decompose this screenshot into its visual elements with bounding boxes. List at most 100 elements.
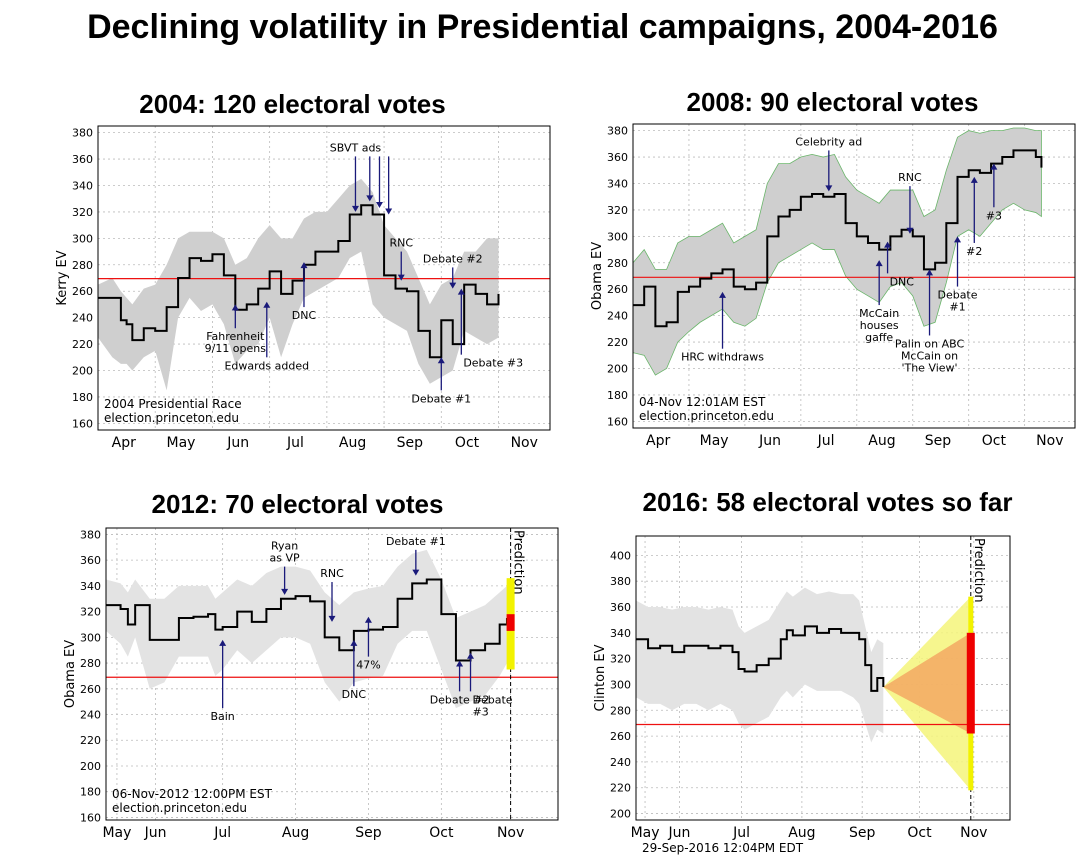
main-title: Declining volatility in Presidential cam… — [87, 8, 998, 46]
y-tick-label: 240 — [610, 756, 631, 769]
y-tick-label: 340 — [72, 179, 93, 192]
annotation-arrowhead — [263, 301, 271, 308]
annotation-arrowhead — [366, 195, 374, 202]
y-tick-label: 160 — [72, 417, 93, 430]
annotation-label: Edwards added — [224, 359, 309, 372]
x-tick-label: Oct — [907, 825, 932, 841]
annotation-label: DNC — [890, 275, 915, 288]
annotation-label: #2 — [966, 245, 982, 258]
y-tick-label: 260 — [80, 683, 101, 696]
chart-2016: 200 220 240 260 280 300 320 340 360 380 400 May Jun J… — [593, 535, 1011, 855]
annotation-arrowhead — [875, 260, 883, 267]
y-axis-label: Clinton EV — [593, 644, 608, 711]
x-tick-label: Jul — [817, 433, 835, 449]
annotation-arrowhead — [328, 615, 336, 622]
x-tick-label: Nov — [511, 435, 538, 451]
annotation-arrowhead — [385, 208, 393, 215]
annotation-label: Palin on ABC — [895, 337, 965, 350]
annotation-arrowhead — [350, 639, 358, 646]
panel-title-2012: 2012: 70 electoral votes — [151, 489, 444, 519]
x-tick-label: Sep — [397, 435, 424, 451]
annotation-label: 'The View' — [901, 361, 957, 374]
y-tick-label: 380 — [80, 528, 101, 541]
confidence-band — [106, 549, 507, 709]
prediction-label: Prediction — [511, 530, 526, 595]
annotation-label: Ryan — [271, 540, 298, 553]
y-tick-label: 300 — [80, 631, 101, 644]
y-tick-label: 280 — [607, 257, 628, 270]
x-tick-label: May — [166, 435, 195, 451]
y-tick-label: 280 — [80, 657, 101, 670]
y-tick-label: 240 — [72, 312, 93, 325]
annotation-arrowhead — [906, 227, 914, 234]
y-tick-label: 280 — [610, 704, 631, 717]
x-tick-label: Jun — [667, 825, 690, 841]
x-tick-label: Jun — [144, 825, 167, 841]
annotation-label: Debate #1 — [411, 392, 471, 405]
y-tick-label: 320 — [72, 206, 93, 219]
y-tick-label: 160 — [80, 811, 101, 824]
y-tick-label: 260 — [607, 283, 628, 296]
annotation-label: Celebrity ad — [795, 135, 862, 148]
x-tick-label: May — [102, 825, 131, 841]
median-line — [98, 204, 500, 359]
annotation-arrowhead — [437, 357, 445, 364]
annotation-arrowhead — [375, 201, 383, 208]
annotation-label: McCain — [859, 307, 899, 320]
y-tick-label: 360 — [610, 601, 631, 614]
y-tick-label: 280 — [72, 259, 93, 272]
x-tick-label: Oct — [455, 435, 480, 451]
annotation-label: Bain — [210, 710, 234, 723]
y-tick-label: 220 — [610, 782, 631, 795]
y-tick-label: 400 — [610, 549, 631, 562]
annotation-arrowhead — [884, 241, 892, 248]
x-tick-label: Jun — [758, 433, 781, 449]
annotation-label: SBVT ads — [330, 141, 382, 154]
x-tick-label: May — [631, 825, 660, 841]
prediction-core — [506, 614, 515, 631]
corner-text: 2004 Presidential Race — [104, 397, 242, 411]
y-tick-label: 200 — [610, 808, 631, 821]
y-axis-label: Obama EV — [590, 242, 605, 310]
annotation-arrowhead — [970, 176, 978, 183]
panel-title-2008: 2008: 90 electoral votes — [686, 87, 979, 117]
y-tick-label: 180 — [72, 391, 93, 404]
annotation-label: HRC withdraws — [681, 351, 764, 364]
plot-frame — [97, 125, 551, 431]
y-tick-label: 360 — [72, 153, 93, 166]
y-tick-label: 220 — [72, 338, 93, 351]
y-tick-label: 380 — [610, 575, 631, 588]
annotation-label: 47% — [356, 659, 380, 672]
x-tick-label: Aug — [868, 433, 895, 449]
chart-2004: 160 180 200 220 240 260 280 300 320 340 360 380 Apr M… — [55, 125, 551, 451]
x-tick-label: Nov — [1036, 433, 1063, 449]
annotation-label: Debate #1 — [386, 535, 446, 548]
annotation-label: Fahrenheit — [206, 330, 265, 343]
y-tick-label: 200 — [80, 760, 101, 773]
y-tick-label: 380 — [607, 125, 628, 138]
y-tick-label: 240 — [607, 310, 628, 323]
chart-2008: 160 180 200 220 240 260 280 300 320 340 360 380 Apr M… — [590, 123, 1076, 449]
corner-text: 06-Nov-2012 12:00PM EST — [112, 787, 273, 801]
annotation-arrowhead — [457, 288, 465, 295]
annotation-arrowhead — [467, 652, 475, 659]
annotation-arrowhead — [990, 163, 998, 170]
annotation-label: RNC — [898, 171, 922, 184]
y-tick-label: 160 — [607, 415, 628, 428]
x-tick-label: Sep — [849, 825, 876, 841]
annotation-arrowhead — [954, 236, 962, 243]
annotation-label: #3 — [986, 209, 1002, 222]
corner-text: 29-Sep-2016 12:04PM EDT — [642, 841, 804, 855]
annotation-label: RNC — [320, 567, 344, 580]
annotation-label: #3 — [473, 705, 489, 718]
x-tick-label: Aug — [339, 435, 366, 451]
x-tick-label: Jul — [732, 825, 750, 841]
prediction-label: Prediction — [971, 538, 986, 603]
prediction-core — [966, 632, 975, 734]
y-tick-label: 320 — [607, 204, 628, 217]
x-tick-label: Sep — [925, 433, 952, 449]
chart-2012: 160 180 200 220 240 260 280 300 320 340 360 380 May J… — [63, 527, 559, 841]
annotation-arrowhead — [351, 205, 359, 212]
y-axis-label: Obama EV — [63, 640, 78, 708]
y-tick-label: 200 — [72, 365, 93, 378]
